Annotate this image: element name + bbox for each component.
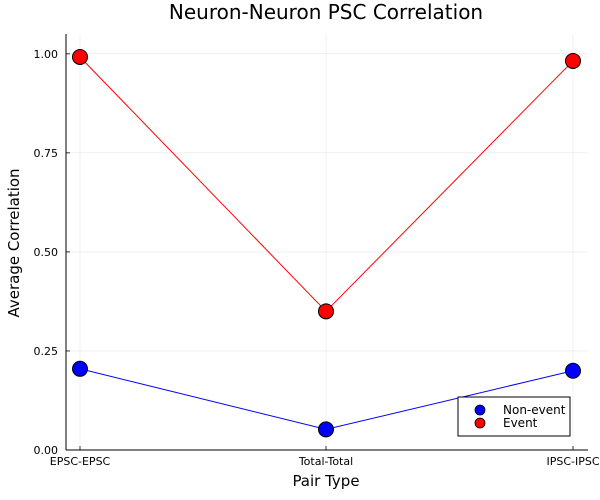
y-tick-label: 1.00 — [34, 48, 59, 61]
series-group — [72, 48, 581, 438]
y-tick-label: 0.75 — [34, 147, 59, 160]
y-tick-label: 0.25 — [34, 345, 59, 358]
x-axis-label: Pair Type — [292, 472, 359, 490]
legend-label-non-event: Non-event — [503, 403, 566, 417]
tick-labels: 0.00 0.25 0.50 0.75 1.00 EPSC-EPSC Total-Total… — [34, 48, 600, 468]
data-point-event — [565, 52, 581, 69]
legend-box — [457, 396, 571, 437]
data-point-event — [318, 303, 334, 320]
x-tick-label: Total-Total — [298, 455, 353, 468]
y-tick-label: 0.00 — [34, 444, 59, 457]
x-tick-label: IPSC-IPSC — [546, 455, 599, 468]
legend-marker-event — [474, 417, 486, 429]
legend-label-event: Event — [503, 416, 538, 430]
legend: Non-event Event — [457, 396, 571, 437]
legend-marker-non-event — [474, 404, 486, 416]
series-line-event — [79, 56, 574, 313]
y-tick-label: 0.50 — [34, 246, 59, 259]
data-point-non-event — [72, 360, 88, 377]
data-point-non-event — [565, 362, 581, 379]
chart-title: Neuron-Neuron PSC Correlation — [169, 0, 483, 24]
data-point-event — [72, 48, 88, 65]
data-point-non-event — [318, 421, 334, 438]
x-tick-label: EPSC-EPSC — [50, 455, 111, 468]
y-axis-label: Average Correlation — [5, 168, 23, 317]
grid — [66, 34, 588, 451]
axes — [65, 34, 588, 451]
